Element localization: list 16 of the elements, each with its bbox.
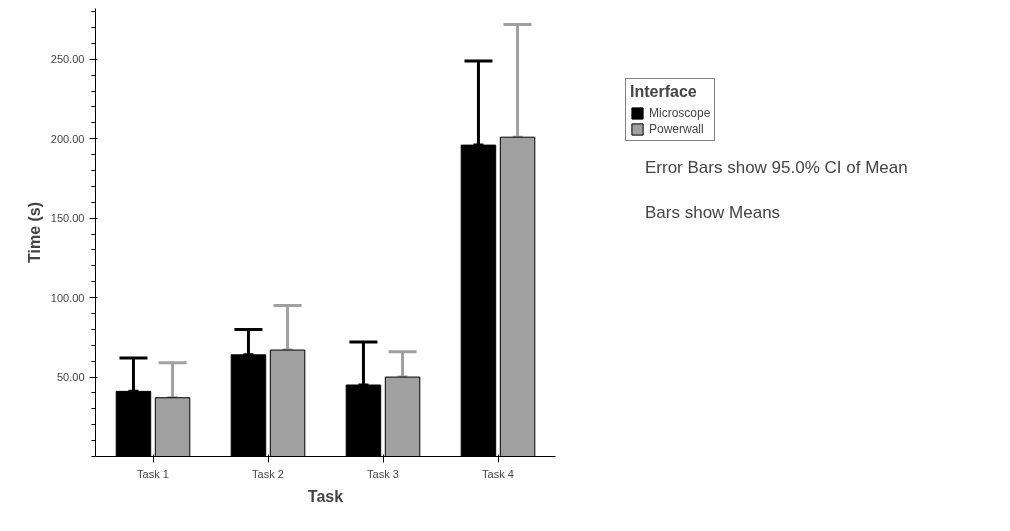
legend-label: Powerwall <box>649 122 704 136</box>
y-tick-label: 250.00 <box>50 53 85 66</box>
x-tick-label: Task 2 <box>252 467 284 480</box>
y-tick-label: 200.00 <box>50 132 85 145</box>
text: Error Bars show 95.0% CI of Mean <box>645 158 908 178</box>
y-tick-label: 50.00 <box>56 371 85 384</box>
y-tick-label: 100.00 <box>50 291 85 304</box>
y-tick-label: 150.00 <box>50 212 85 225</box>
x-tick-label: Task 1 <box>137 467 169 480</box>
text: Bars show Means <box>645 203 781 223</box>
legend-title: Interface <box>630 83 698 101</box>
x-axis-title: Task <box>307 487 344 505</box>
legend-label: Microscope <box>649 106 711 120</box>
x-tick-label: Task 3 <box>367 467 399 480</box>
x-tick-label: Task 4 <box>482 467 514 480</box>
y-axis-title: Time (s) <box>25 201 43 264</box>
